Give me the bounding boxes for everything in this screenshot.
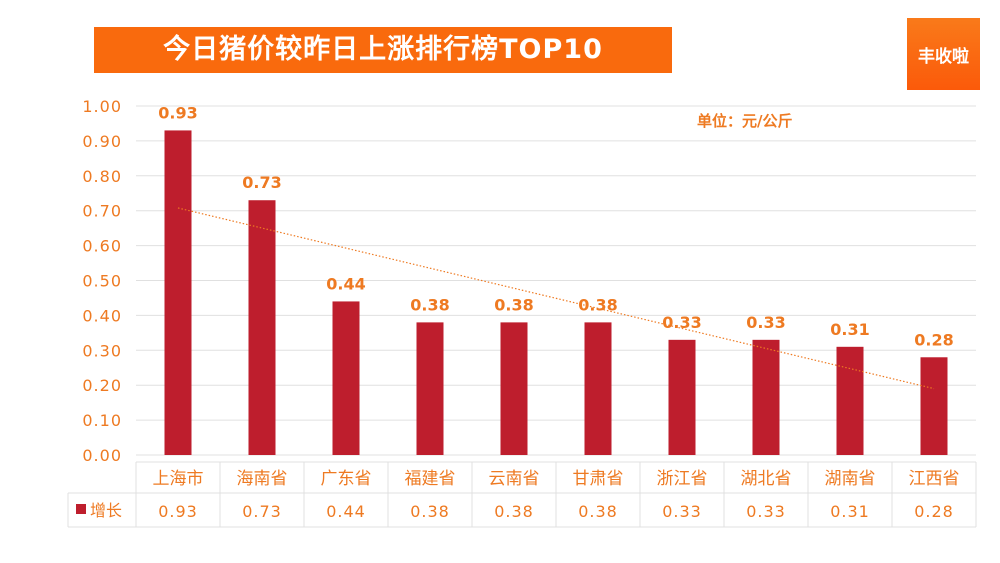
category-label: 广东省 (321, 469, 372, 489)
data-label: 0.44 (326, 274, 365, 293)
bar (584, 322, 612, 455)
bar (836, 346, 864, 455)
y-tick-label: 0.70 (82, 202, 122, 221)
chart-title: 今日猪价较昨日上涨排行榜TOP10 (94, 27, 672, 73)
legend-swatch (76, 504, 86, 514)
table-value: 0.38 (494, 502, 534, 521)
y-tick-label: 0.60 (82, 237, 122, 256)
category-label: 云南省 (489, 469, 540, 489)
category-label: 福建省 (405, 469, 456, 489)
category-label: 上海市 (153, 469, 204, 489)
bar (332, 301, 360, 455)
y-tick-label: 0.00 (82, 446, 122, 465)
bar (920, 357, 948, 455)
y-tick-label: 1.00 (82, 97, 122, 116)
data-label: 0.33 (662, 313, 701, 332)
table-value: 0.73 (242, 502, 282, 521)
category-label: 海南省 (237, 469, 288, 489)
category-label: 甘肃省 (573, 469, 624, 489)
table-value: 0.38 (578, 502, 618, 521)
table-value: 0.38 (410, 502, 450, 521)
table-value: 0.33 (662, 502, 702, 521)
trendline (177, 207, 935, 390)
data-label: 0.73 (242, 173, 281, 192)
y-tick-label: 0.90 (82, 132, 122, 151)
table-value: 0.33 (746, 502, 786, 521)
data-label: 0.33 (746, 313, 785, 332)
table-value: 0.31 (830, 502, 870, 521)
bar (416, 322, 444, 455)
data-label: 0.31 (830, 320, 869, 339)
table-value: 0.44 (326, 502, 366, 521)
bar (248, 200, 276, 455)
bar (164, 130, 192, 455)
y-tick-label: 0.10 (82, 411, 122, 430)
data-label: 0.38 (494, 295, 533, 314)
data-label: 0.28 (914, 330, 953, 349)
data-label: 0.38 (578, 295, 617, 314)
category-label: 江西省 (909, 469, 960, 489)
y-tick-label: 0.20 (82, 376, 122, 395)
y-tick-label: 0.80 (82, 167, 122, 186)
data-label: 0.38 (410, 295, 449, 314)
bar (752, 339, 780, 455)
bar (500, 322, 528, 455)
y-tick-label: 0.30 (82, 341, 122, 360)
unit-label: 单位：元/公斤 (697, 112, 793, 130)
y-tick-label: 0.50 (82, 272, 122, 291)
category-label: 浙江省 (657, 469, 708, 489)
category-label: 湖南省 (825, 469, 876, 489)
brand-logo: 丰收啦 (907, 18, 980, 90)
bar (668, 339, 696, 455)
legend-label: 增长 (90, 501, 122, 520)
y-tick-label: 0.40 (82, 306, 122, 325)
category-label: 湖北省 (741, 469, 792, 489)
data-label: 0.93 (158, 103, 197, 122)
table-value: 0.28 (914, 502, 954, 521)
table-value: 0.93 (158, 502, 198, 521)
